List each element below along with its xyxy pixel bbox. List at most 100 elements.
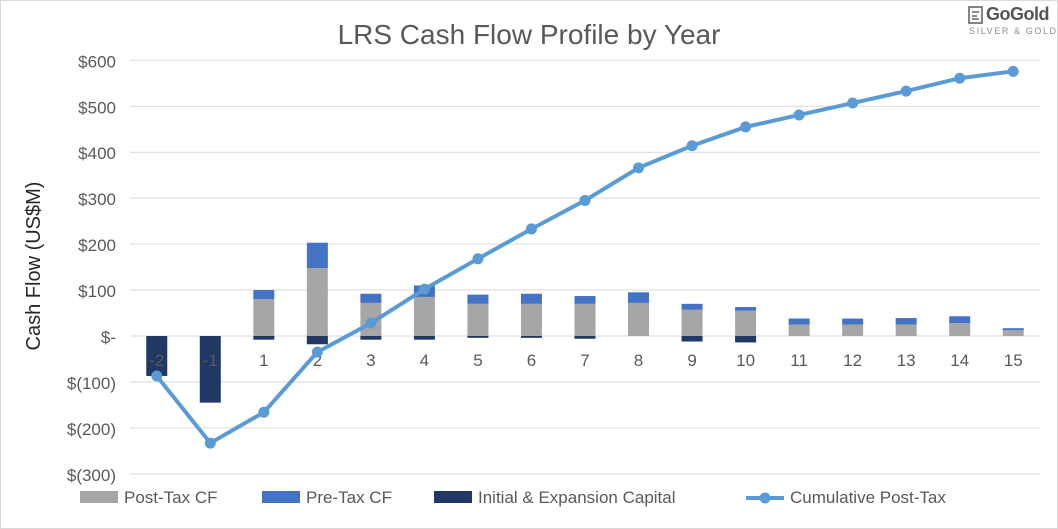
bar-post-tax: [253, 299, 275, 336]
bar-pre-tax: [520, 293, 542, 304]
y-tick-label: $(200): [67, 420, 116, 439]
bar-post-tax: [735, 310, 757, 336]
bar-pre-tax: [788, 318, 810, 325]
bar-pre-tax: [681, 303, 703, 310]
legend-label: Pre-Tax CF: [306, 488, 392, 507]
x-tick-label: -1: [203, 351, 218, 370]
cumulative-point: [151, 370, 163, 382]
y-tick-label: $400: [78, 144, 116, 163]
cumulative-point: [900, 85, 912, 97]
cumulative-point: [579, 194, 591, 206]
bar-capital: [681, 336, 703, 342]
x-tick-label: 3: [366, 351, 375, 370]
bar-pre-tax: [360, 293, 382, 303]
cumulative-point: [954, 72, 966, 84]
x-tick-label: 2: [313, 351, 322, 370]
y-tick-labels: $600 $500 $400 $300 $200 $100 $- $(100) $(200) $(…: [67, 52, 116, 485]
logo: GoGold SILVER & GOLD: [968, 4, 1056, 40]
legend-swatch: [80, 491, 118, 503]
cumulative-line: [151, 65, 1019, 449]
x-tick-label: 11: [790, 351, 808, 370]
y-tick-label: $(100): [67, 374, 116, 393]
bar-post-tax: [413, 296, 435, 336]
bar-post-tax: [1002, 330, 1024, 336]
cumulative-point: [525, 223, 537, 235]
cumulative-series-line: [155, 69, 1014, 446]
bar-capital: [306, 336, 328, 345]
x-tick-label: 13: [897, 351, 916, 370]
bar-pre-tax: [842, 318, 864, 325]
bar-capital: [413, 336, 435, 340]
bar-capital: [574, 336, 596, 339]
cumulative-point: [258, 406, 270, 418]
x-tick-labels: -2 -1 1 2 3 4 5 6 7 8 9 10 11 12 13 14 15: [149, 351, 1022, 370]
x-tick-label: 12: [843, 351, 862, 370]
y-tick-label: $600: [78, 52, 116, 71]
legend-label: Post-Tax CF: [124, 488, 218, 507]
bar-capital: [520, 336, 542, 338]
y-tick-label: $100: [78, 282, 116, 301]
x-tick-label: 14: [950, 351, 969, 370]
chart-title: LRS Cash Flow Profile by Year: [338, 19, 721, 50]
cumulative-point: [793, 109, 805, 121]
x-tick-label: 8: [634, 351, 643, 370]
bar-post-tax: [628, 302, 650, 336]
legend-swatch-marker: [759, 492, 771, 504]
cumulative-point: [847, 97, 859, 109]
bar-post-tax: [681, 309, 703, 336]
bar-post-tax: [788, 324, 810, 336]
y-tick-label: $200: [78, 236, 116, 255]
logo-tagline: SILVER & GOLD: [969, 26, 1058, 36]
bar-capital: [199, 336, 221, 403]
y-tick-label: $300: [78, 190, 116, 209]
bar-capital: [253, 336, 275, 340]
bar-capital: [735, 336, 757, 343]
bar-post-tax: [574, 303, 596, 336]
bars: [146, 242, 1024, 403]
cumulative-point: [418, 283, 430, 295]
cumulative-point: [740, 121, 752, 133]
bar-pre-tax: [574, 296, 596, 304]
bar-post-tax: [306, 267, 328, 336]
bar-pre-tax: [253, 290, 275, 300]
logo-name: GoGold: [986, 4, 1050, 24]
bar-post-tax: [467, 303, 489, 336]
y-tick-label: $(300): [67, 466, 116, 485]
bar-post-tax: [520, 303, 542, 336]
cumulative-point: [686, 140, 698, 152]
cumulative-point: [311, 346, 323, 358]
cumulative-point: [1007, 65, 1019, 77]
bar-pre-tax: [467, 294, 489, 304]
y-axis-label: Cash Flow (US$M): [23, 182, 45, 351]
legend-swatch: [262, 491, 300, 503]
x-tick-label: 5: [473, 351, 482, 370]
bar-pre-tax: [628, 292, 650, 303]
bar-pre-tax: [1002, 328, 1024, 331]
x-tick-label: 4: [420, 351, 429, 370]
legend: Post-Tax CF Pre-Tax CF Initial & Expansion…: [80, 488, 946, 507]
cumulative-point: [365, 317, 377, 329]
y-tick-label: $500: [78, 98, 116, 117]
bar-capital: [360, 336, 382, 340]
y-tick-label: $-: [101, 328, 116, 347]
cumulative-point: [472, 253, 484, 265]
bar-pre-tax: [949, 316, 971, 324]
x-tick-label: 7: [580, 351, 589, 370]
bar-pre-tax: [306, 242, 328, 268]
bar-pre-tax: [895, 318, 917, 325]
x-tick-label: 6: [527, 351, 536, 370]
bar-capital: [467, 336, 489, 338]
x-tick-label: 9: [687, 351, 696, 370]
gridlines: [130, 59, 1040, 475]
legend-swatch: [434, 491, 472, 503]
cumulative-point: [204, 437, 216, 449]
cumulative-point: [633, 162, 645, 174]
bar-pre-tax: [735, 307, 757, 311]
bar-post-tax: [949, 323, 971, 336]
x-tick-label: 15: [1004, 351, 1023, 370]
legend-label: Cumulative Post-Tax: [790, 488, 946, 507]
x-tick-label: 10: [736, 351, 755, 370]
legend-label: Initial & Expansion Capital: [478, 488, 676, 507]
bar-capital: [146, 336, 168, 376]
